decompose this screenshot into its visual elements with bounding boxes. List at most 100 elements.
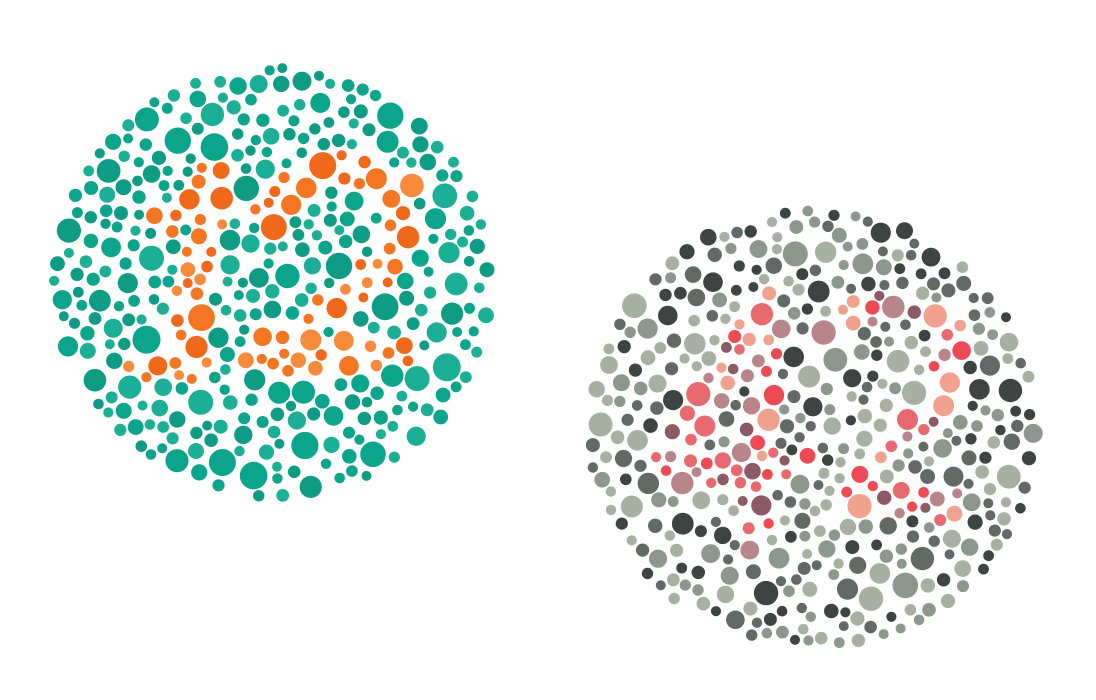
background-dot [997, 512, 1011, 526]
background-dot [968, 292, 979, 304]
background-dot [879, 517, 897, 535]
figure-dot [920, 502, 931, 513]
background-dot [938, 267, 951, 280]
figure-dot [190, 228, 207, 245]
background-dot [817, 442, 829, 454]
background-dot [990, 538, 1003, 551]
background-dot [258, 444, 275, 460]
background-dot [49, 275, 60, 286]
background-dot [103, 318, 123, 338]
background-dot [294, 99, 306, 111]
figure-dot [892, 482, 910, 499]
background-dot [479, 262, 495, 278]
background-dot [297, 132, 310, 145]
background-dot [782, 241, 808, 267]
figure-dot [395, 206, 411, 221]
background-dot [291, 380, 315, 404]
background-dot [983, 550, 994, 562]
figure-dot [148, 356, 168, 376]
background-dot [984, 307, 996, 318]
background-dot [144, 419, 156, 430]
background-dot [113, 301, 125, 312]
background-dot [299, 475, 322, 498]
figure-dot [717, 473, 729, 486]
background-dot [317, 137, 330, 151]
background-dot [776, 605, 788, 617]
figure-dot [716, 362, 727, 373]
background-dot [428, 233, 439, 244]
background-dot [127, 419, 144, 435]
background-dot [588, 381, 605, 398]
figure-dot [382, 190, 401, 208]
background-dot [840, 607, 851, 618]
background-dot [676, 562, 688, 574]
background-dot [460, 339, 471, 351]
background-dot [1011, 419, 1024, 433]
background-dot [748, 282, 759, 292]
figure-dot [727, 363, 739, 375]
background-dot [904, 604, 917, 616]
background-dot [234, 425, 253, 445]
background-dot [961, 450, 977, 466]
background-dot [411, 249, 429, 267]
background-dot [873, 418, 887, 432]
background-dot [709, 335, 720, 346]
background-dot [915, 268, 927, 280]
background-dot [117, 273, 138, 294]
background-dot [857, 327, 871, 341]
background-dot [410, 117, 428, 135]
background-dot [311, 230, 323, 241]
background-dot [892, 572, 919, 599]
background-dot [165, 449, 189, 473]
background-dot [222, 276, 233, 287]
figure-dot [933, 395, 955, 417]
background-dot [861, 276, 876, 292]
figure-dot [396, 226, 420, 249]
figure-dot [902, 431, 913, 442]
background-dot [175, 382, 189, 395]
background-dot [725, 242, 737, 255]
background-dot [233, 290, 244, 301]
background-dot [79, 342, 96, 359]
background-dot [413, 197, 426, 210]
background-dot [419, 153, 437, 171]
background-dot [968, 309, 981, 322]
background-dot [166, 432, 179, 445]
background-dot [779, 207, 791, 219]
figure-dot [402, 355, 414, 367]
background-dot [838, 621, 849, 632]
background-dot [164, 127, 191, 154]
background-dot [879, 469, 894, 484]
figure-dot [703, 372, 714, 384]
background-dot [960, 538, 979, 556]
background-dot [978, 563, 989, 575]
background-dot [666, 333, 682, 348]
background-dot [96, 159, 121, 183]
background-dot [913, 364, 925, 375]
figure-dot [731, 442, 752, 463]
background-dot [587, 462, 599, 473]
background-dot [415, 303, 428, 317]
background-dot [318, 240, 333, 255]
background-dot [904, 335, 918, 350]
figure-dot [361, 277, 373, 289]
background-dot [615, 517, 628, 530]
background-dot [223, 395, 238, 410]
background-dot [981, 292, 994, 305]
background-dot [457, 236, 469, 248]
background-dot [165, 239, 181, 255]
background-dot [753, 580, 779, 606]
figure-dot [201, 260, 213, 273]
background-dot [729, 301, 740, 313]
background-dot [763, 612, 777, 626]
background-dot [783, 585, 795, 597]
background-dot [245, 93, 257, 106]
figure-dot [867, 316, 878, 327]
figure-dot [250, 204, 261, 215]
background-dot [343, 426, 355, 439]
background-dot [820, 305, 831, 317]
background-dot [809, 505, 821, 517]
figure-dot [263, 197, 274, 208]
figure-dot [721, 342, 732, 353]
background-dot [245, 145, 256, 156]
